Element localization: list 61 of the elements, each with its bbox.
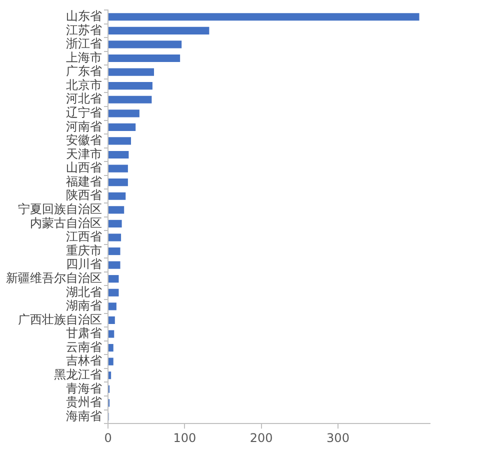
x-tick-label: 0 (104, 430, 112, 445)
y-tick-label: 江西省 (66, 230, 102, 244)
bar (108, 178, 128, 186)
x-tick-label: 200 (250, 430, 273, 445)
x-tick-label: 100 (173, 430, 196, 445)
y-tick-label: 黑龙江省 (54, 367, 102, 382)
y-tick-label: 山西省 (66, 160, 102, 175)
y-tick-label: 云南省 (66, 340, 102, 354)
y-tick-label: 湖北省 (66, 284, 102, 299)
bar (108, 192, 126, 200)
bar (108, 261, 120, 269)
y-tick-label: 海南省 (66, 408, 102, 423)
y-tick-label: 上海市 (66, 50, 102, 64)
bar (108, 40, 182, 48)
bar (108, 137, 131, 145)
bar (108, 344, 114, 352)
y-tick-label: 山东省 (66, 9, 102, 24)
bar (108, 54, 180, 62)
bar (108, 247, 120, 256)
bar (108, 220, 122, 228)
y-tick-label: 陕西省 (66, 188, 102, 202)
bar (108, 68, 154, 76)
y-tick-label: 重庆市 (66, 243, 102, 258)
bar (108, 13, 420, 21)
y-tick-label: 安徽省 (66, 133, 102, 148)
y-tick-label: 宁夏回族自治区 (18, 202, 102, 216)
bar (108, 110, 140, 118)
bar (108, 372, 112, 380)
y-tick-label: 内蒙古自治区 (30, 216, 102, 230)
bar (108, 96, 152, 104)
bar (108, 164, 128, 172)
bar (108, 26, 210, 34)
bar (108, 275, 119, 283)
bar (108, 288, 119, 296)
y-tick-label: 广西壮族自治区 (18, 312, 102, 326)
bar (108, 82, 152, 90)
bar (108, 302, 116, 310)
y-tick-label: 河南省 (66, 119, 102, 134)
y-tick-label: 贵州省 (66, 395, 102, 410)
bar (108, 123, 136, 131)
y-tick-label: 浙江省 (66, 36, 102, 51)
y-tick-label: 江苏省 (66, 22, 102, 37)
y-tick-label: 吉林省 (66, 354, 102, 368)
bar (108, 150, 129, 159)
y-tick-label: 天津市 (66, 146, 102, 161)
y-tick-label: 新疆维吾尔自治区 (6, 270, 102, 285)
y-tick-label: 青海省 (66, 381, 102, 396)
y-tick-label: 福建省 (66, 174, 102, 188)
y-tick-label: 四川省 (66, 257, 102, 272)
y-tick-label: 甘肃省 (66, 326, 102, 340)
y-tick-label: 湖南省 (66, 298, 102, 313)
y-tick-label: 广东省 (66, 64, 102, 78)
y-tick-label: 北京市 (66, 78, 102, 92)
bar (108, 330, 114, 338)
bar (108, 206, 124, 214)
y-tick-label: 河北省 (66, 92, 102, 106)
bar (108, 358, 114, 366)
bar (108, 316, 115, 324)
y-tick-label: 辽宁省 (66, 106, 102, 120)
bar (108, 234, 122, 242)
x-tick-label: 300 (326, 430, 350, 445)
